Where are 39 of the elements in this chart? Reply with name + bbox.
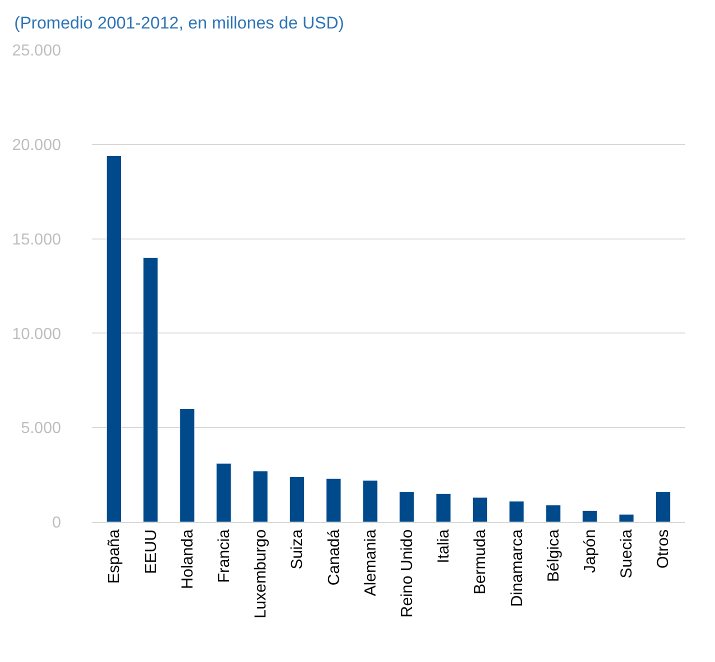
x-tick-label: Italia bbox=[436, 529, 453, 564]
bar bbox=[472, 497, 488, 522]
bar bbox=[546, 504, 561, 522]
x-tick-label: Francia bbox=[216, 529, 233, 583]
bar bbox=[618, 514, 634, 522]
y-tick-label: 10.000 bbox=[12, 326, 62, 343]
y-tick-label: 5.000 bbox=[20, 420, 62, 438]
x-tick-label: Suecia bbox=[618, 529, 636, 578]
x-tick-label: Reino Unido bbox=[399, 529, 416, 618]
bar bbox=[582, 510, 598, 522]
y-tick-label: 0 bbox=[52, 514, 62, 532]
x-tick-label: Suiza bbox=[289, 529, 306, 570]
bar bbox=[252, 470, 268, 522]
bar bbox=[509, 500, 524, 522]
bar bbox=[216, 463, 232, 522]
bar bbox=[326, 478, 342, 522]
x-tick-label: EEUU bbox=[142, 529, 160, 574]
x-tick-label: Dinamarca bbox=[508, 529, 526, 607]
x-tick-label: Bélgica bbox=[545, 529, 562, 582]
bar bbox=[106, 155, 122, 522]
x-tick-label: Bermuda bbox=[472, 529, 490, 594]
x-tick-label: Canadá bbox=[326, 529, 343, 586]
x-tick-label: Luxemburgo bbox=[252, 529, 270, 618]
y-tick-label: 20.000 bbox=[12, 137, 62, 154]
bar bbox=[399, 492, 414, 522]
x-tick-label: España bbox=[106, 529, 124, 584]
x-tick-label: Alemania bbox=[362, 529, 380, 596]
bar bbox=[143, 257, 158, 522]
x-tick-label: Japón bbox=[582, 529, 600, 573]
bar bbox=[436, 493, 451, 522]
bar bbox=[655, 492, 671, 522]
bar bbox=[362, 480, 378, 522]
y-tick-label: 25.000 bbox=[12, 42, 62, 60]
chart-title: (Promedio 2001-2012, en millones de USD) bbox=[14, 13, 344, 32]
x-tick-label: Otros bbox=[655, 529, 672, 569]
y-tick-label: 15.000 bbox=[12, 231, 62, 248]
x-tick-label: Holanda bbox=[179, 529, 196, 590]
bar bbox=[289, 476, 305, 522]
bar bbox=[180, 408, 195, 522]
